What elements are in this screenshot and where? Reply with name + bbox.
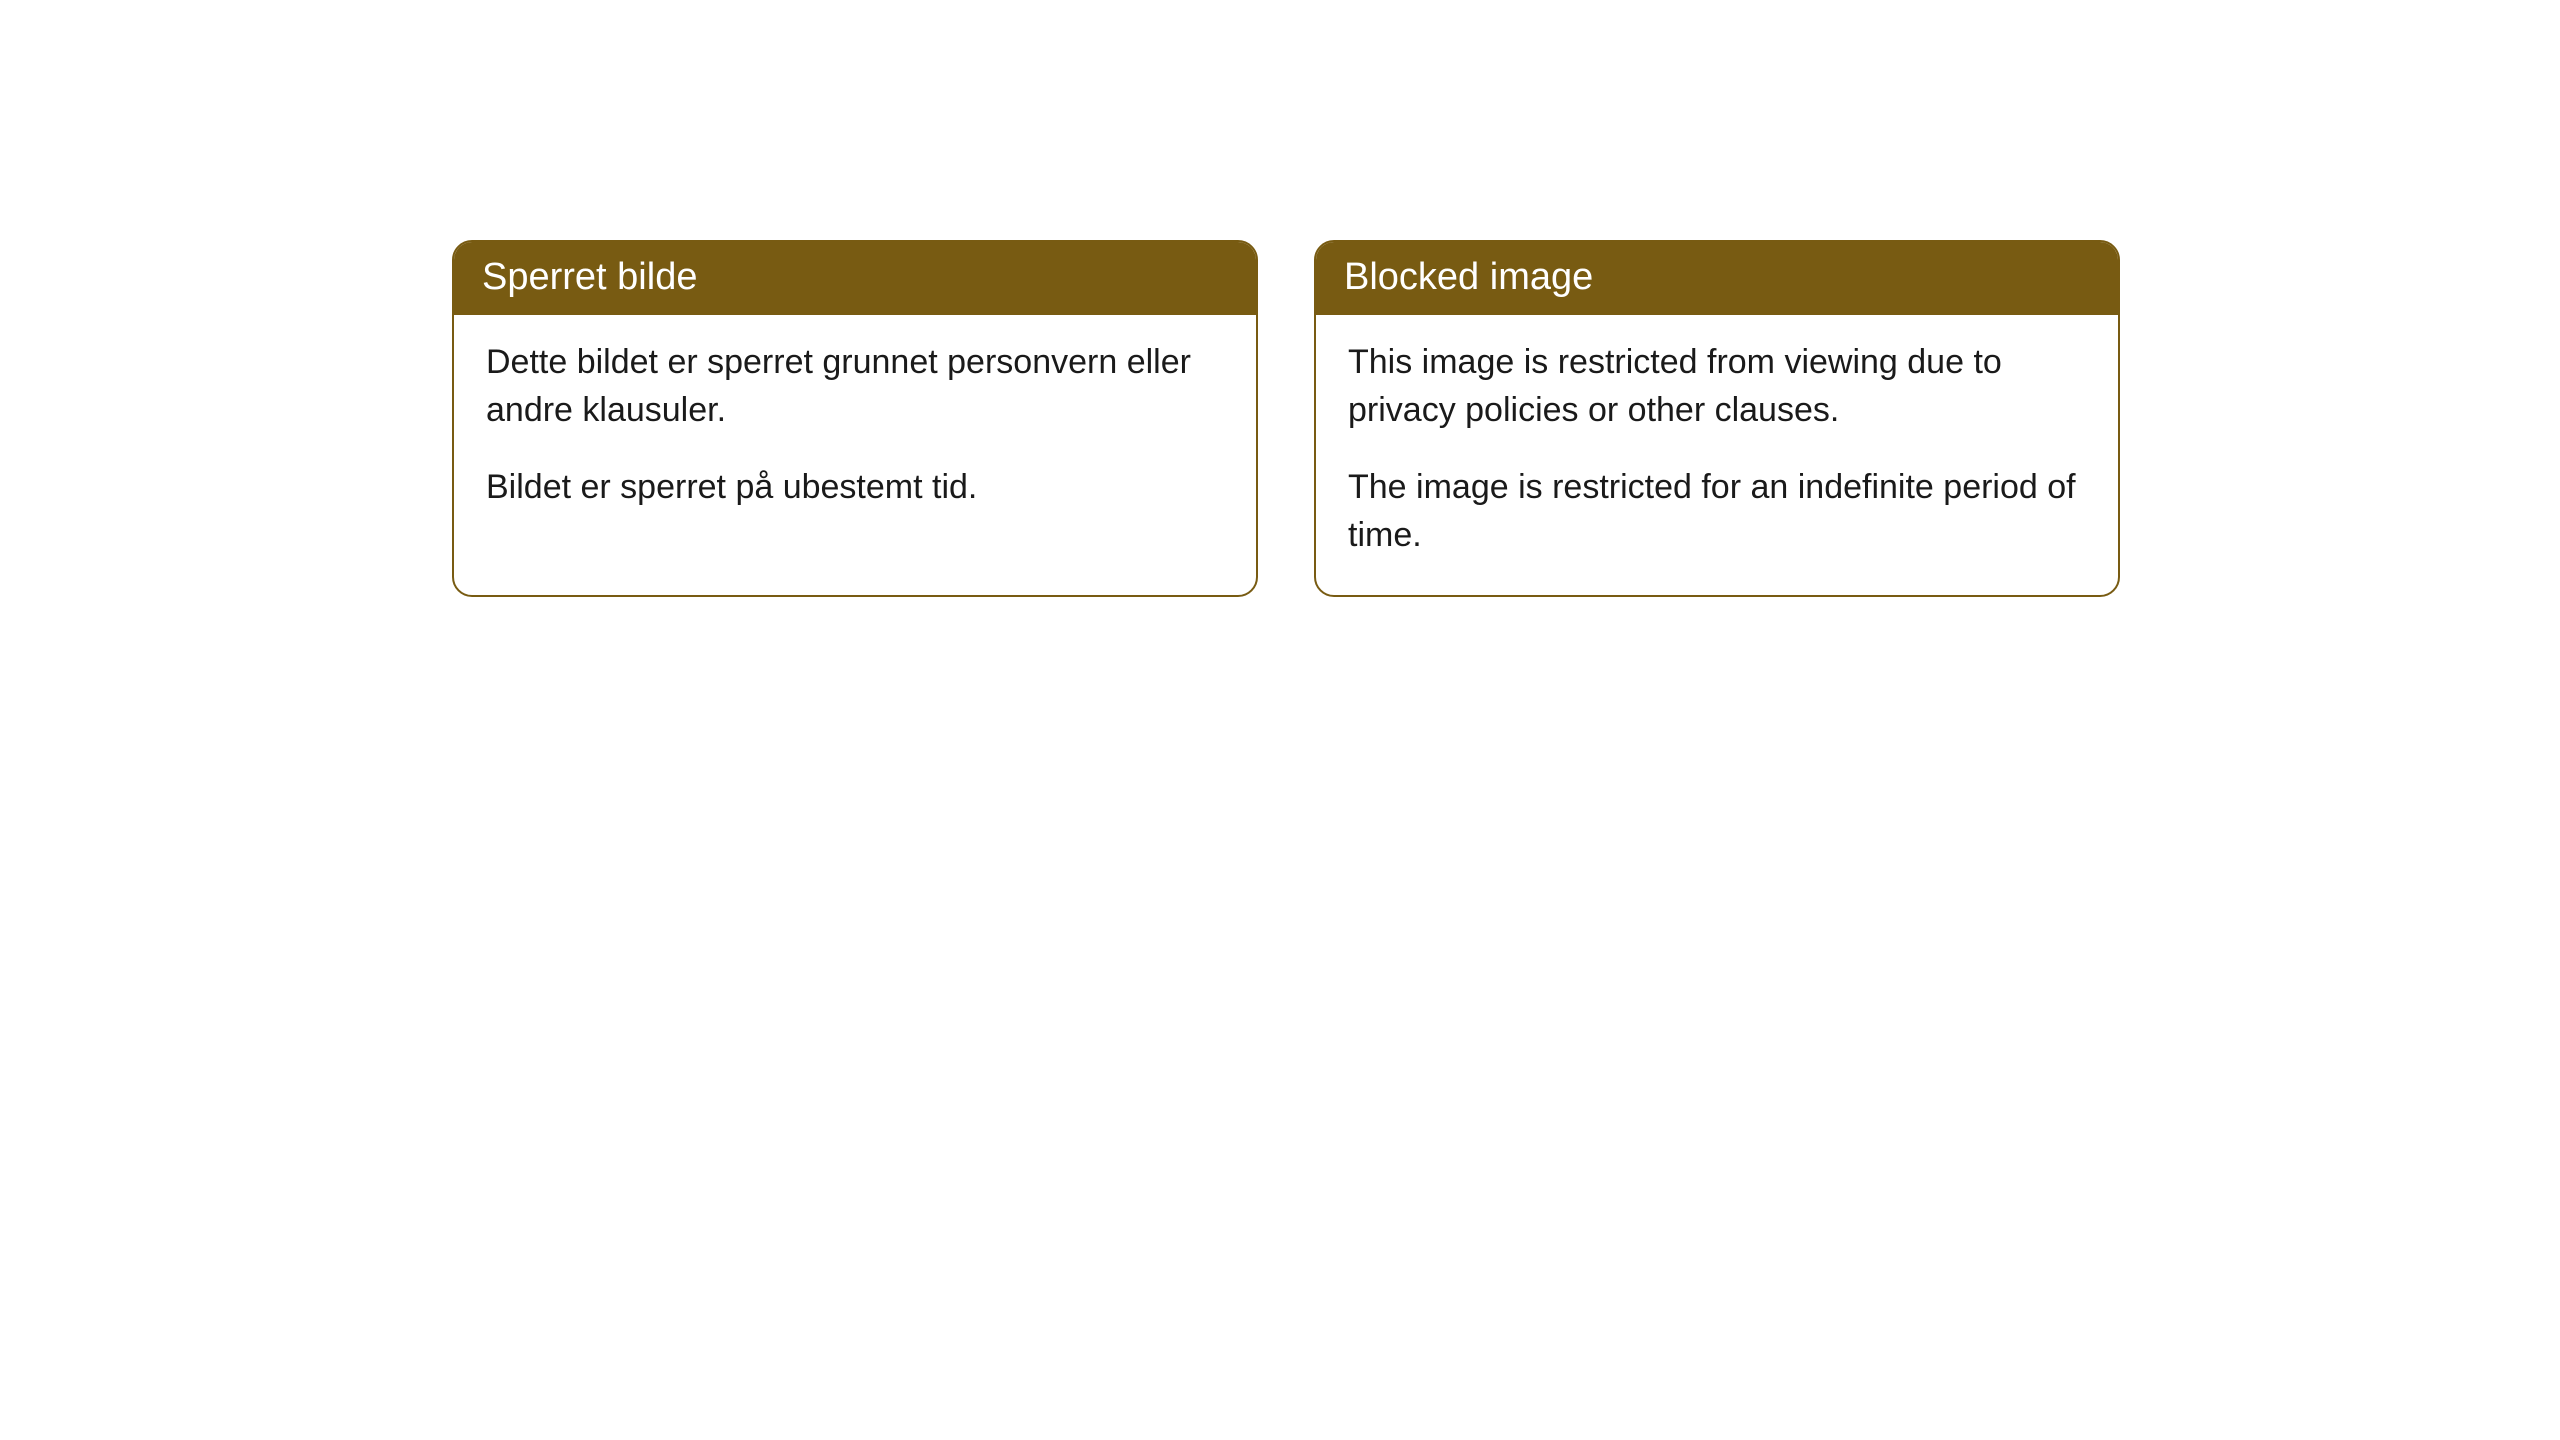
card-paragraph: This image is restricted from viewing du… (1348, 339, 2086, 434)
card-body: Dette bildet er sperret grunnet personve… (454, 315, 1256, 548)
card-paragraph: Bildet er sperret på ubestemt tid. (486, 464, 1224, 512)
card-header: Blocked image (1316, 242, 2118, 315)
card-header: Sperret bilde (454, 242, 1256, 315)
card-paragraph: The image is restricted for an indefinit… (1348, 464, 2086, 559)
card-title: Sperret bilde (482, 256, 697, 298)
card-paragraph: Dette bildet er sperret grunnet personve… (486, 339, 1224, 434)
card-body: This image is restricted from viewing du… (1316, 315, 2118, 595)
card-title: Blocked image (1344, 256, 1593, 298)
blocked-image-card-en: Blocked image This image is restricted f… (1314, 240, 2120, 597)
notice-cards-container: Sperret bilde Dette bildet er sperret gr… (0, 0, 2560, 597)
blocked-image-card-no: Sperret bilde Dette bildet er sperret gr… (452, 240, 1258, 597)
